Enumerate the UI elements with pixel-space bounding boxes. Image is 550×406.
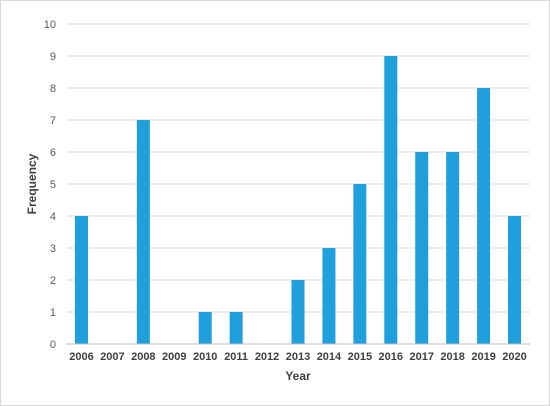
bar-2016 bbox=[384, 56, 398, 344]
y-tick-label: 9 bbox=[50, 51, 56, 63]
y-tick-label: 5 bbox=[50, 179, 56, 191]
y-tick-label: 3 bbox=[50, 243, 56, 255]
gridlines bbox=[66, 23, 530, 313]
y-tick-label: 8 bbox=[50, 83, 56, 95]
bar-2008 bbox=[136, 120, 150, 344]
bar-2015 bbox=[353, 184, 367, 344]
x-tick-label-2010: 2010 bbox=[193, 351, 217, 363]
x-tick-label-2006: 2006 bbox=[69, 351, 93, 363]
bar-2019 bbox=[477, 88, 491, 344]
y-tick-label: 6 bbox=[50, 147, 56, 159]
bar-2011 bbox=[229, 312, 243, 344]
y-tick-label: 10 bbox=[44, 19, 56, 31]
x-tick-label-2013: 2013 bbox=[286, 351, 310, 363]
x-tick-label-2018: 2018 bbox=[440, 351, 464, 363]
x-tick-label-2015: 2015 bbox=[348, 351, 372, 363]
y-tick-label: 7 bbox=[50, 115, 56, 127]
x-tick-label-2017: 2017 bbox=[409, 351, 433, 363]
bar-2013 bbox=[291, 280, 305, 344]
x-tick-label-2011: 2011 bbox=[224, 351, 248, 363]
x-tick-label-2014: 2014 bbox=[317, 351, 342, 363]
x-tick-label-2016: 2016 bbox=[379, 351, 403, 363]
bar-2017 bbox=[415, 152, 429, 344]
x-tick-label-2020: 2020 bbox=[502, 351, 526, 363]
x-tick-labels: 2006 2007 2008 2009 2010 2011 2012 2013 2014 2015… bbox=[69, 351, 527, 363]
y-tick-label: 1 bbox=[50, 307, 56, 319]
x-tick-label-2007: 2007 bbox=[100, 351, 124, 363]
x-tick-label-2019: 2019 bbox=[471, 351, 495, 363]
bar-2018 bbox=[446, 152, 460, 344]
bar-2006 bbox=[74, 216, 88, 344]
y-tick-label: 4 bbox=[50, 211, 56, 223]
y-tick-labels: 0 1 2 3 4 5 6 7 8 9 10 bbox=[44, 19, 56, 351]
x-tick-label-2009: 2009 bbox=[162, 351, 186, 363]
y-tick-label: 2 bbox=[50, 275, 56, 287]
bars bbox=[74, 56, 522, 344]
x-tick-label-2012: 2012 bbox=[255, 351, 279, 363]
bar-2010 bbox=[198, 312, 212, 344]
bar-2020 bbox=[508, 216, 522, 344]
y-tick-label: 0 bbox=[50, 339, 56, 351]
y-axis-title: Frequency bbox=[25, 153, 39, 214]
x-tick-label-2008: 2008 bbox=[131, 351, 155, 363]
x-axis-title: Year bbox=[285, 369, 311, 383]
bar-2014 bbox=[322, 248, 336, 344]
